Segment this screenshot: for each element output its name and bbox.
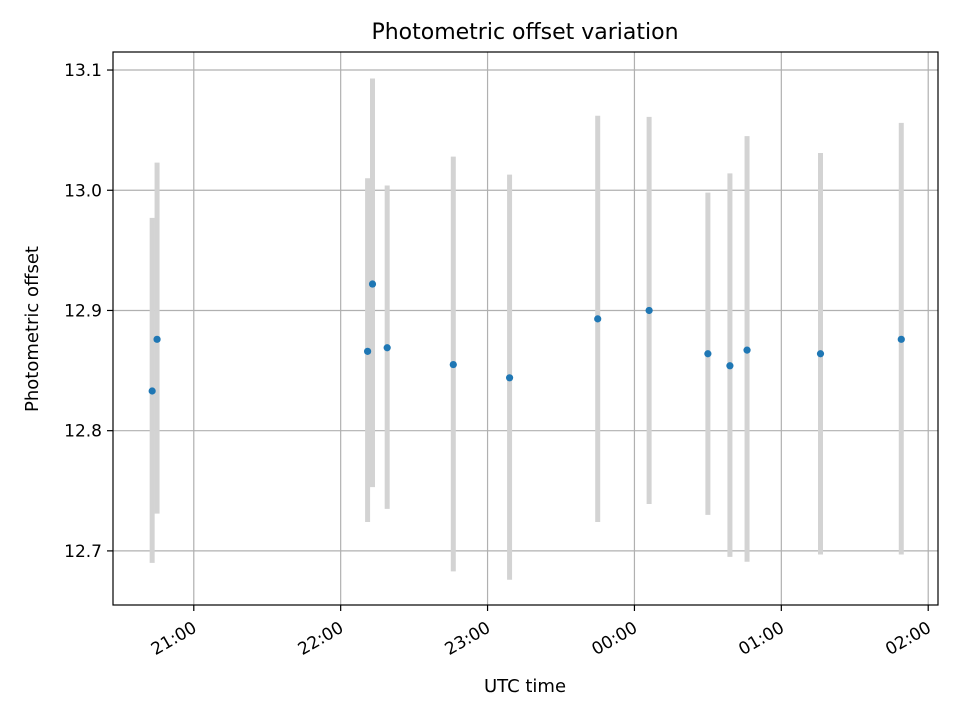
data-point	[704, 350, 712, 358]
data-point	[594, 315, 602, 323]
grid	[113, 52, 938, 605]
x-axis-label: UTC time	[484, 676, 566, 697]
y-tick-label: 13.0	[64, 181, 102, 201]
y-tick-label: 12.7	[64, 542, 102, 562]
data-point	[743, 346, 751, 354]
data-point	[897, 335, 905, 343]
data-point	[368, 280, 377, 288]
y-tick-label: 12.8	[64, 422, 102, 442]
y-axis-label: Photometric offset	[22, 246, 43, 412]
data-points	[148, 280, 905, 395]
data-point	[363, 347, 372, 355]
y-tick-label: 12.9	[64, 301, 102, 321]
data-point	[645, 306, 653, 315]
y-axis-ticks: 12.7 12.8 12.9 13.0 13.1	[64, 61, 113, 562]
y-tick-label: 13.1	[64, 61, 102, 81]
data-point	[816, 350, 825, 358]
data-point	[148, 387, 156, 395]
data-point	[383, 344, 391, 352]
data-point	[153, 335, 161, 343]
data-point	[449, 360, 457, 369]
data-point	[726, 362, 734, 370]
plot-frame	[112, 51, 939, 606]
data-point	[505, 374, 514, 382]
chart-title: Photometric offset variation	[371, 20, 678, 45]
